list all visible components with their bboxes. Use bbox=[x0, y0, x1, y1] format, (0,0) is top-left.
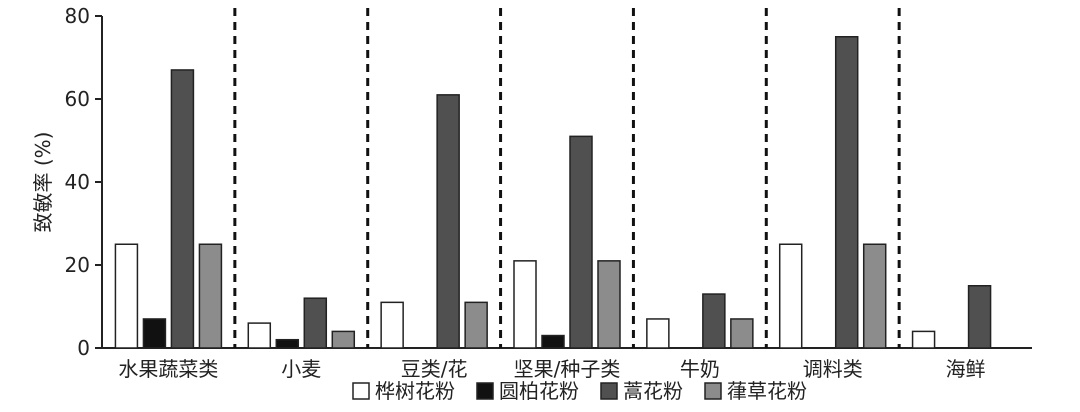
y-ticks: 0 20 40 60 80 bbox=[65, 4, 102, 360]
bars bbox=[114, 36, 992, 349]
category-label: 调料类 bbox=[803, 357, 863, 381]
bar-4-0 bbox=[646, 318, 670, 349]
category-label: 坚果/种子类 bbox=[514, 357, 621, 381]
legend-label: 圆柏花粉 bbox=[499, 379, 579, 403]
category-label: 小麦 bbox=[281, 357, 321, 381]
y-axis-title: 致敏率 (%) bbox=[31, 132, 55, 233]
bar-1-0 bbox=[247, 322, 272, 349]
bar-0-1 bbox=[142, 318, 167, 349]
category-label: 水果蔬菜类 bbox=[118, 357, 218, 381]
y-tick-label: 0 bbox=[77, 336, 90, 360]
bar-3-1 bbox=[541, 334, 565, 349]
y-tick-label: 20 bbox=[65, 253, 90, 277]
bar-1-2 bbox=[303, 297, 328, 349]
y-tick-label: 40 bbox=[65, 170, 90, 194]
legend: 桦树花粉 圆柏花粉 蒿花粉 葎草花粉 bbox=[352, 379, 807, 403]
y-axis-label: 致敏率 (%) bbox=[31, 132, 55, 233]
bar-0-0 bbox=[114, 243, 139, 349]
axes bbox=[101, 16, 1032, 349]
bar-3-3 bbox=[597, 260, 621, 349]
bar-5-2 bbox=[834, 36, 859, 349]
bar-2-3 bbox=[464, 301, 488, 349]
legend-swatch bbox=[600, 382, 618, 400]
category-labels: 水果蔬菜类 小麦 豆类/花 坚果/种子类 牛奶 调料类 海鲜 bbox=[118, 357, 985, 381]
bar-3-0 bbox=[513, 260, 537, 349]
legend-label: 蒿花粉 bbox=[623, 379, 683, 403]
bar-5-3 bbox=[862, 243, 887, 349]
bar-5-0 bbox=[778, 243, 803, 349]
y-tick-label: 60 bbox=[65, 87, 90, 111]
bar-1-1 bbox=[275, 338, 300, 349]
category-separators bbox=[233, 8, 901, 348]
bar-1-3 bbox=[331, 330, 356, 349]
bar-0-2 bbox=[170, 69, 195, 349]
bar-6-2 bbox=[967, 285, 992, 349]
legend-swatch bbox=[476, 382, 494, 400]
legend-swatch bbox=[352, 382, 370, 400]
bar-4-3 bbox=[730, 318, 754, 349]
bar-2-2 bbox=[436, 94, 460, 349]
category-label: 豆类/花 bbox=[401, 357, 468, 381]
bar-4-2 bbox=[702, 293, 726, 349]
bar-2-0 bbox=[380, 301, 404, 349]
legend-label: 葎草花粉 bbox=[727, 379, 807, 403]
legend-swatch bbox=[704, 382, 722, 400]
bar-0-3 bbox=[198, 243, 223, 349]
category-label: 牛奶 bbox=[680, 357, 720, 381]
category-label: 海鲜 bbox=[946, 357, 986, 381]
bar-6-0 bbox=[911, 330, 936, 349]
bar-3-2 bbox=[569, 135, 593, 349]
y-tick-label: 80 bbox=[65, 4, 90, 28]
legend-label: 桦树花粉 bbox=[375, 379, 455, 403]
